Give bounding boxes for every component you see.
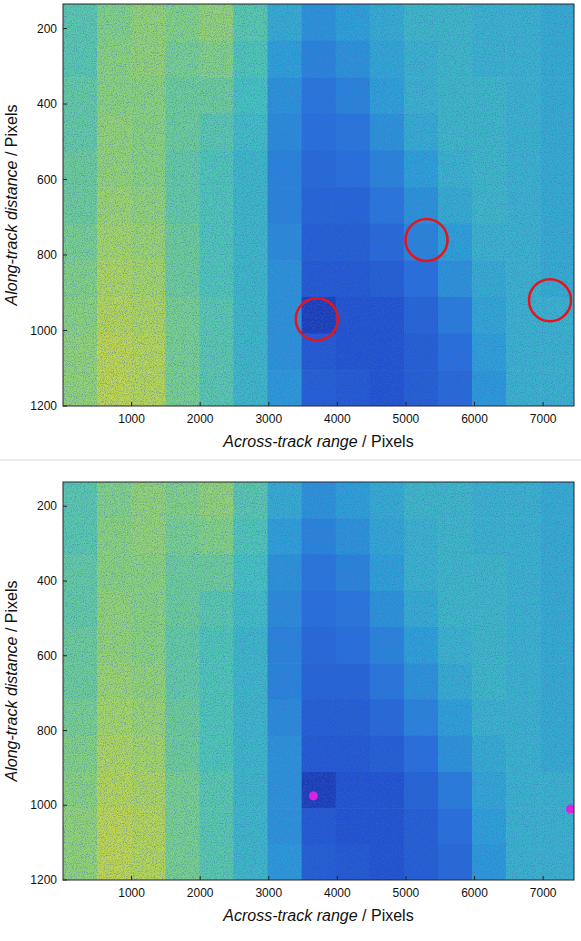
x-tick xyxy=(131,402,132,406)
y-tick xyxy=(63,330,67,331)
y-tick-label: 1200 xyxy=(30,399,57,413)
annotation-markers xyxy=(296,219,571,340)
y-tick-label: 400 xyxy=(37,97,57,111)
y-tick-label: 1000 xyxy=(30,324,57,338)
axis-title-part: / Pixels xyxy=(358,433,414,450)
axis-title-part: / Pixels xyxy=(3,581,20,637)
x-tick-label: 3000 xyxy=(255,886,282,900)
x-tick-label: 4000 xyxy=(324,412,351,426)
x-tick-label: 3000 xyxy=(255,412,282,426)
y-tick xyxy=(63,655,67,656)
y-tick xyxy=(63,805,67,806)
y-tick xyxy=(63,28,67,29)
x-tick-label: 6000 xyxy=(461,412,488,426)
y-tick-label: 800 xyxy=(37,724,57,738)
axis-title-part: / Pixels xyxy=(358,907,414,924)
x-tick xyxy=(131,876,132,880)
y-tick xyxy=(63,880,67,881)
speckle-texture xyxy=(63,4,574,406)
axis-title-part: Along-track distance xyxy=(3,160,20,306)
x-tick-label: 4000 xyxy=(324,886,351,900)
y-tick-label: 200 xyxy=(37,499,57,513)
x-tick-label: 2000 xyxy=(187,886,214,900)
y-tick-label: 1000 xyxy=(30,798,57,812)
panel: 1000 2000 3000 4000 5000 6000 7000 200 400 600 800… xyxy=(3,4,575,450)
panel: 1000 2000 3000 4000 5000 6000 7000 200 400 600 800… xyxy=(3,482,575,924)
x-tick xyxy=(200,876,201,880)
plot-area xyxy=(63,482,574,880)
x-tick xyxy=(543,402,544,406)
figure: 1000 2000 3000 4000 5000 6000 7000 200 400 600 800… xyxy=(0,0,581,941)
x-tick xyxy=(405,876,406,880)
circle-marker xyxy=(529,279,571,321)
axis-title-part: Along-track distance xyxy=(3,636,20,782)
y-tick-label: 600 xyxy=(37,649,57,663)
y-tick xyxy=(63,104,67,105)
y-tick xyxy=(63,255,67,256)
x-tick xyxy=(543,876,544,880)
annotation-markers xyxy=(309,791,574,813)
speckle-texture xyxy=(63,482,574,880)
cells xyxy=(63,4,574,406)
x-tick-label: 2000 xyxy=(187,412,214,426)
x-tick xyxy=(337,402,338,406)
x-tick-label: 7000 xyxy=(530,412,557,426)
x-axis-title: Across-track range / Pixels xyxy=(222,907,413,924)
y-tick-label: 800 xyxy=(37,248,57,262)
x-axis-title: Across-track range / Pixels xyxy=(222,433,413,450)
x-tick-label: 1000 xyxy=(118,412,145,426)
y-tick xyxy=(63,730,67,731)
x-tick-label: 6000 xyxy=(461,886,488,900)
dot-marker xyxy=(309,791,318,800)
plot-frame xyxy=(63,482,574,880)
y-tick xyxy=(63,406,67,407)
x-tick xyxy=(200,402,201,406)
circle-marker xyxy=(406,219,448,261)
dot-marker xyxy=(566,804,574,813)
axis-title-part: Across-track range xyxy=(222,433,357,450)
x-tick xyxy=(474,876,475,880)
x-tick xyxy=(268,876,269,880)
panel-separator xyxy=(0,460,581,461)
circle-marker xyxy=(296,298,338,340)
plot-area xyxy=(63,4,574,406)
x-tick xyxy=(405,402,406,406)
y-tick-label: 200 xyxy=(37,22,57,36)
y-tick xyxy=(63,179,67,180)
y-tick-label: 400 xyxy=(37,574,57,588)
x-tick-label: 1000 xyxy=(118,886,145,900)
x-tick xyxy=(337,876,338,880)
y-tick xyxy=(63,506,67,507)
x-tick xyxy=(474,402,475,406)
x-tick xyxy=(268,402,269,406)
y-tick-label: 1200 xyxy=(30,873,57,887)
y-tick xyxy=(63,581,67,582)
y-axis-title: Along-track distance / Pixels xyxy=(3,105,20,307)
cells xyxy=(63,482,574,880)
axis-title-part: Across-track range xyxy=(222,907,357,924)
x-tick-label: 7000 xyxy=(530,886,557,900)
x-tick-label: 5000 xyxy=(393,886,420,900)
y-tick-label: 600 xyxy=(37,173,57,187)
y-axis-title: Along-track distance / Pixels xyxy=(3,581,20,783)
axis-title-part: / Pixels xyxy=(3,105,20,161)
plot-frame xyxy=(63,4,574,406)
x-tick-label: 5000 xyxy=(393,412,420,426)
